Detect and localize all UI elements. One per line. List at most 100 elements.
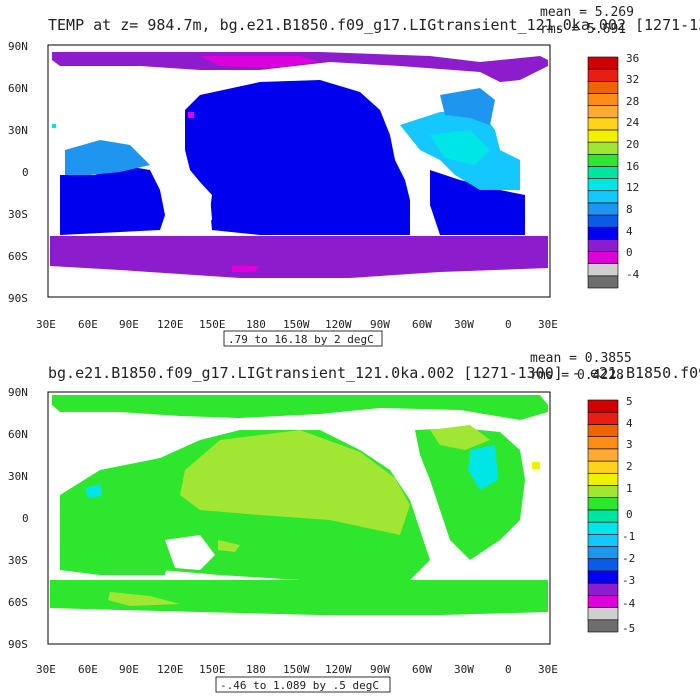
bottom-lon-60e: 60E — [78, 663, 98, 676]
bottom-colorbar-swatch-6 — [587, 546, 619, 560]
bottom-lon-180: 180 — [246, 663, 266, 676]
top-cb-label-7: 8 — [626, 203, 633, 216]
top-colorbar-swatch-16 — [587, 81, 619, 94]
bottom-arctic — [52, 395, 548, 420]
top-atlantic-north — [440, 88, 495, 125]
top-lat-labels: 90N 60N 30N 0 30S 60S 90S — [8, 40, 29, 305]
bottom-lon-120e: 120E — [157, 663, 184, 676]
top-colorbar-swatch-7 — [587, 190, 619, 204]
top-lon-labels: 30E 60E 90E 120E 150E 180 150W 120W 90W … — [36, 318, 558, 331]
bottom-lat-90n: 90N — [8, 386, 28, 399]
bottom-lat-60n: 60N — [8, 428, 28, 441]
bottom-cb-label-9: -4 — [622, 597, 636, 610]
top-pacific-ocean — [185, 80, 410, 235]
top-lat-90n: 90N — [8, 40, 28, 53]
bottom-rms: rms = 0.4228 — [530, 368, 624, 383]
top-lat-60n: 60N — [8, 82, 28, 95]
bottom-lat-0: 0 — [22, 512, 29, 525]
top-atlantic-warm — [430, 130, 490, 165]
bottom-lat-60s: 60S — [8, 596, 28, 609]
top-australia — [165, 188, 212, 228]
top-japan-sea-spot — [188, 112, 194, 118]
bottom-atlantic — [415, 428, 525, 560]
bottom-lon-0: 0 — [505, 663, 512, 676]
top-colorbar-swatch-0 — [587, 275, 619, 289]
top-colorbar-swatch-12 — [587, 129, 619, 143]
bottom-indian — [60, 500, 175, 575]
bottom-cb-label-4: 1 — [626, 482, 633, 495]
bottom-cb-label-3: 2 — [626, 460, 633, 473]
bottom-cb-label-7: -2 — [622, 552, 635, 565]
top-colorbar-swatch-6 — [587, 202, 619, 216]
bottom-panel: bg.e21.B1850.f09_g17.LIGtransient_121.0k… — [8, 351, 700, 693]
bottom-southern — [50, 580, 548, 615]
top-med-spot — [52, 124, 56, 128]
top-mean: mean = 5.269 — [540, 5, 634, 20]
top-arctic-ocean — [52, 52, 548, 82]
top-atlantic-blue — [430, 170, 525, 235]
top-cb-label-9: 0 — [626, 246, 633, 259]
bottom-lat-labels: 90N 60N 30N 0 30S 60S 90S — [8, 386, 29, 651]
top-cb-label-0: 36 — [626, 52, 639, 65]
bottom-arabian-cool — [85, 484, 102, 498]
bottom-atlantic-cool — [468, 445, 498, 490]
bottom-lon-labels: 30E 60E 90E 120E 150E 180 150W 120W 90W … — [36, 663, 558, 676]
bottom-title: bg.e21.B1850.f09_g17.LIGtransient_121.0k… — [48, 364, 700, 382]
bottom-lon-60w: 60W — [412, 663, 432, 676]
bottom-mean: mean = 0.3855 — [530, 351, 632, 366]
bottom-lon-30e: 30E — [36, 663, 56, 676]
bottom-southern-warm — [108, 592, 180, 606]
top-lon-90w: 90W — [370, 318, 390, 331]
bottom-colorbar-swatch-8 — [587, 521, 619, 535]
top-colorbar-swatch-2 — [587, 251, 619, 264]
bottom-colorbar-swatch-11 — [587, 485, 619, 498]
bottom-colorbar-labels: 5 4 3 2 1 0 -1 -2 -3 -4 -5 — [622, 395, 636, 635]
bottom-colorbar-swatch-5 — [587, 558, 619, 572]
top-contour-info: .79 to 16.18 by 2 degC — [228, 333, 374, 346]
top-lat-30n: 30N — [8, 124, 28, 137]
bottom-colorbar-swatch-15 — [587, 436, 619, 450]
bottom-cb-label-2: 3 — [626, 438, 633, 451]
bottom-colorbar-swatch-3 — [587, 582, 619, 596]
top-colorbar-labels: 36 32 28 24 20 16 12 8 4 0 -4 — [626, 52, 640, 281]
top-rms: rms = 5.691 — [540, 22, 626, 37]
top-lon-90e: 90E — [119, 318, 139, 331]
bottom-colorbar-swatch-14 — [587, 448, 619, 462]
bottom-colorbar-swatch-12 — [587, 472, 619, 486]
top-colorbar-swatch-14 — [587, 105, 619, 119]
top-colorbar-swatch-4 — [587, 226, 619, 240]
top-cb-label-8: 4 — [626, 225, 633, 238]
bottom-yellow-spot — [532, 462, 540, 469]
top-cb-label-3: 24 — [626, 116, 640, 129]
top-contour-info-box — [223, 330, 383, 347]
top-cb-label-1: 32 — [626, 73, 639, 86]
bottom-lon-150w: 150W — [283, 663, 310, 676]
bottom-cb-label-5: 0 — [626, 508, 633, 521]
bottom-colorbar — [587, 399, 619, 633]
top-lon-120e: 120E — [157, 318, 184, 331]
top-cb-label-6: 12 — [626, 181, 639, 194]
bottom-colorbar-swatch-16 — [587, 424, 619, 437]
bottom-colorbar-swatch-18 — [587, 399, 619, 413]
top-lon-60w: 60W — [412, 318, 432, 331]
bottom-colorbar-swatch-1 — [587, 607, 619, 621]
top-indian-shelf — [65, 140, 150, 175]
bottom-indian-shelf — [218, 540, 240, 552]
top-colorbar-swatch-5 — [587, 214, 619, 228]
bottom-cb-label-0: 5 — [626, 395, 633, 408]
bottom-pacific-warm — [180, 430, 410, 535]
top-lon-150w: 150W — [283, 318, 310, 331]
top-colorbar-swatch-17 — [587, 68, 619, 82]
bottom-cb-label-10: -5 — [622, 622, 635, 635]
top-arctic-magenta — [200, 56, 320, 68]
top-colorbar-swatch-1 — [587, 263, 619, 277]
bottom-contour-info: -.46 to 1.089 by .5 degC — [220, 679, 379, 692]
bottom-cb-label-8: -3 — [622, 574, 635, 587]
bottom-colorbar-swatch-2 — [587, 595, 619, 608]
top-southern-ocean — [50, 236, 548, 278]
top-lat-0: 0 — [22, 166, 29, 179]
top-lon-30e: 30E — [36, 318, 56, 331]
top-colorbar — [587, 56, 619, 289]
top-lon-180: 180 — [246, 318, 266, 331]
